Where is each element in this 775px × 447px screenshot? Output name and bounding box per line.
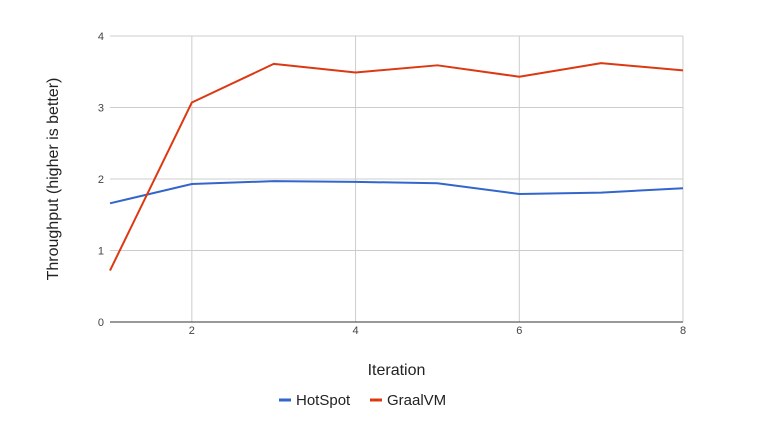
y-tick-label: 2: [98, 174, 104, 186]
series-line-graalvm[interactable]: [109, 62, 684, 271]
x-tick-label: 8: [680, 325, 686, 337]
x-tick-label: 4: [353, 325, 359, 337]
y-tick-label: 4: [98, 31, 104, 43]
series-line-hotspot[interactable]: [109, 180, 684, 205]
x-tick-label: 2: [189, 325, 195, 337]
y-tick-label: 0: [98, 317, 104, 329]
legend-label-hotspot: HotSpot: [296, 392, 351, 409]
series-lines: [109, 62, 684, 271]
x-axis-ticks: 2 4 6 8: [189, 325, 686, 337]
x-axis-title: Iteration: [368, 362, 426, 379]
y-axis-ticks: 0 1 2 3 4: [98, 31, 104, 329]
y-axis-title: Throughput (higher is better): [45, 78, 62, 281]
y-tick-label: 3: [98, 103, 104, 115]
legend-item-graalvm[interactable]: GraalVM: [370, 392, 446, 409]
x-tick-label: 6: [516, 325, 522, 337]
legend: HotSpot GraalVM: [279, 392, 446, 409]
grid-lines: [110, 35, 684, 322]
legend-item-hotspot[interactable]: HotSpot: [279, 392, 351, 409]
legend-label-graalvm: GraalVM: [387, 392, 446, 409]
y-tick-label: 1: [98, 246, 104, 258]
